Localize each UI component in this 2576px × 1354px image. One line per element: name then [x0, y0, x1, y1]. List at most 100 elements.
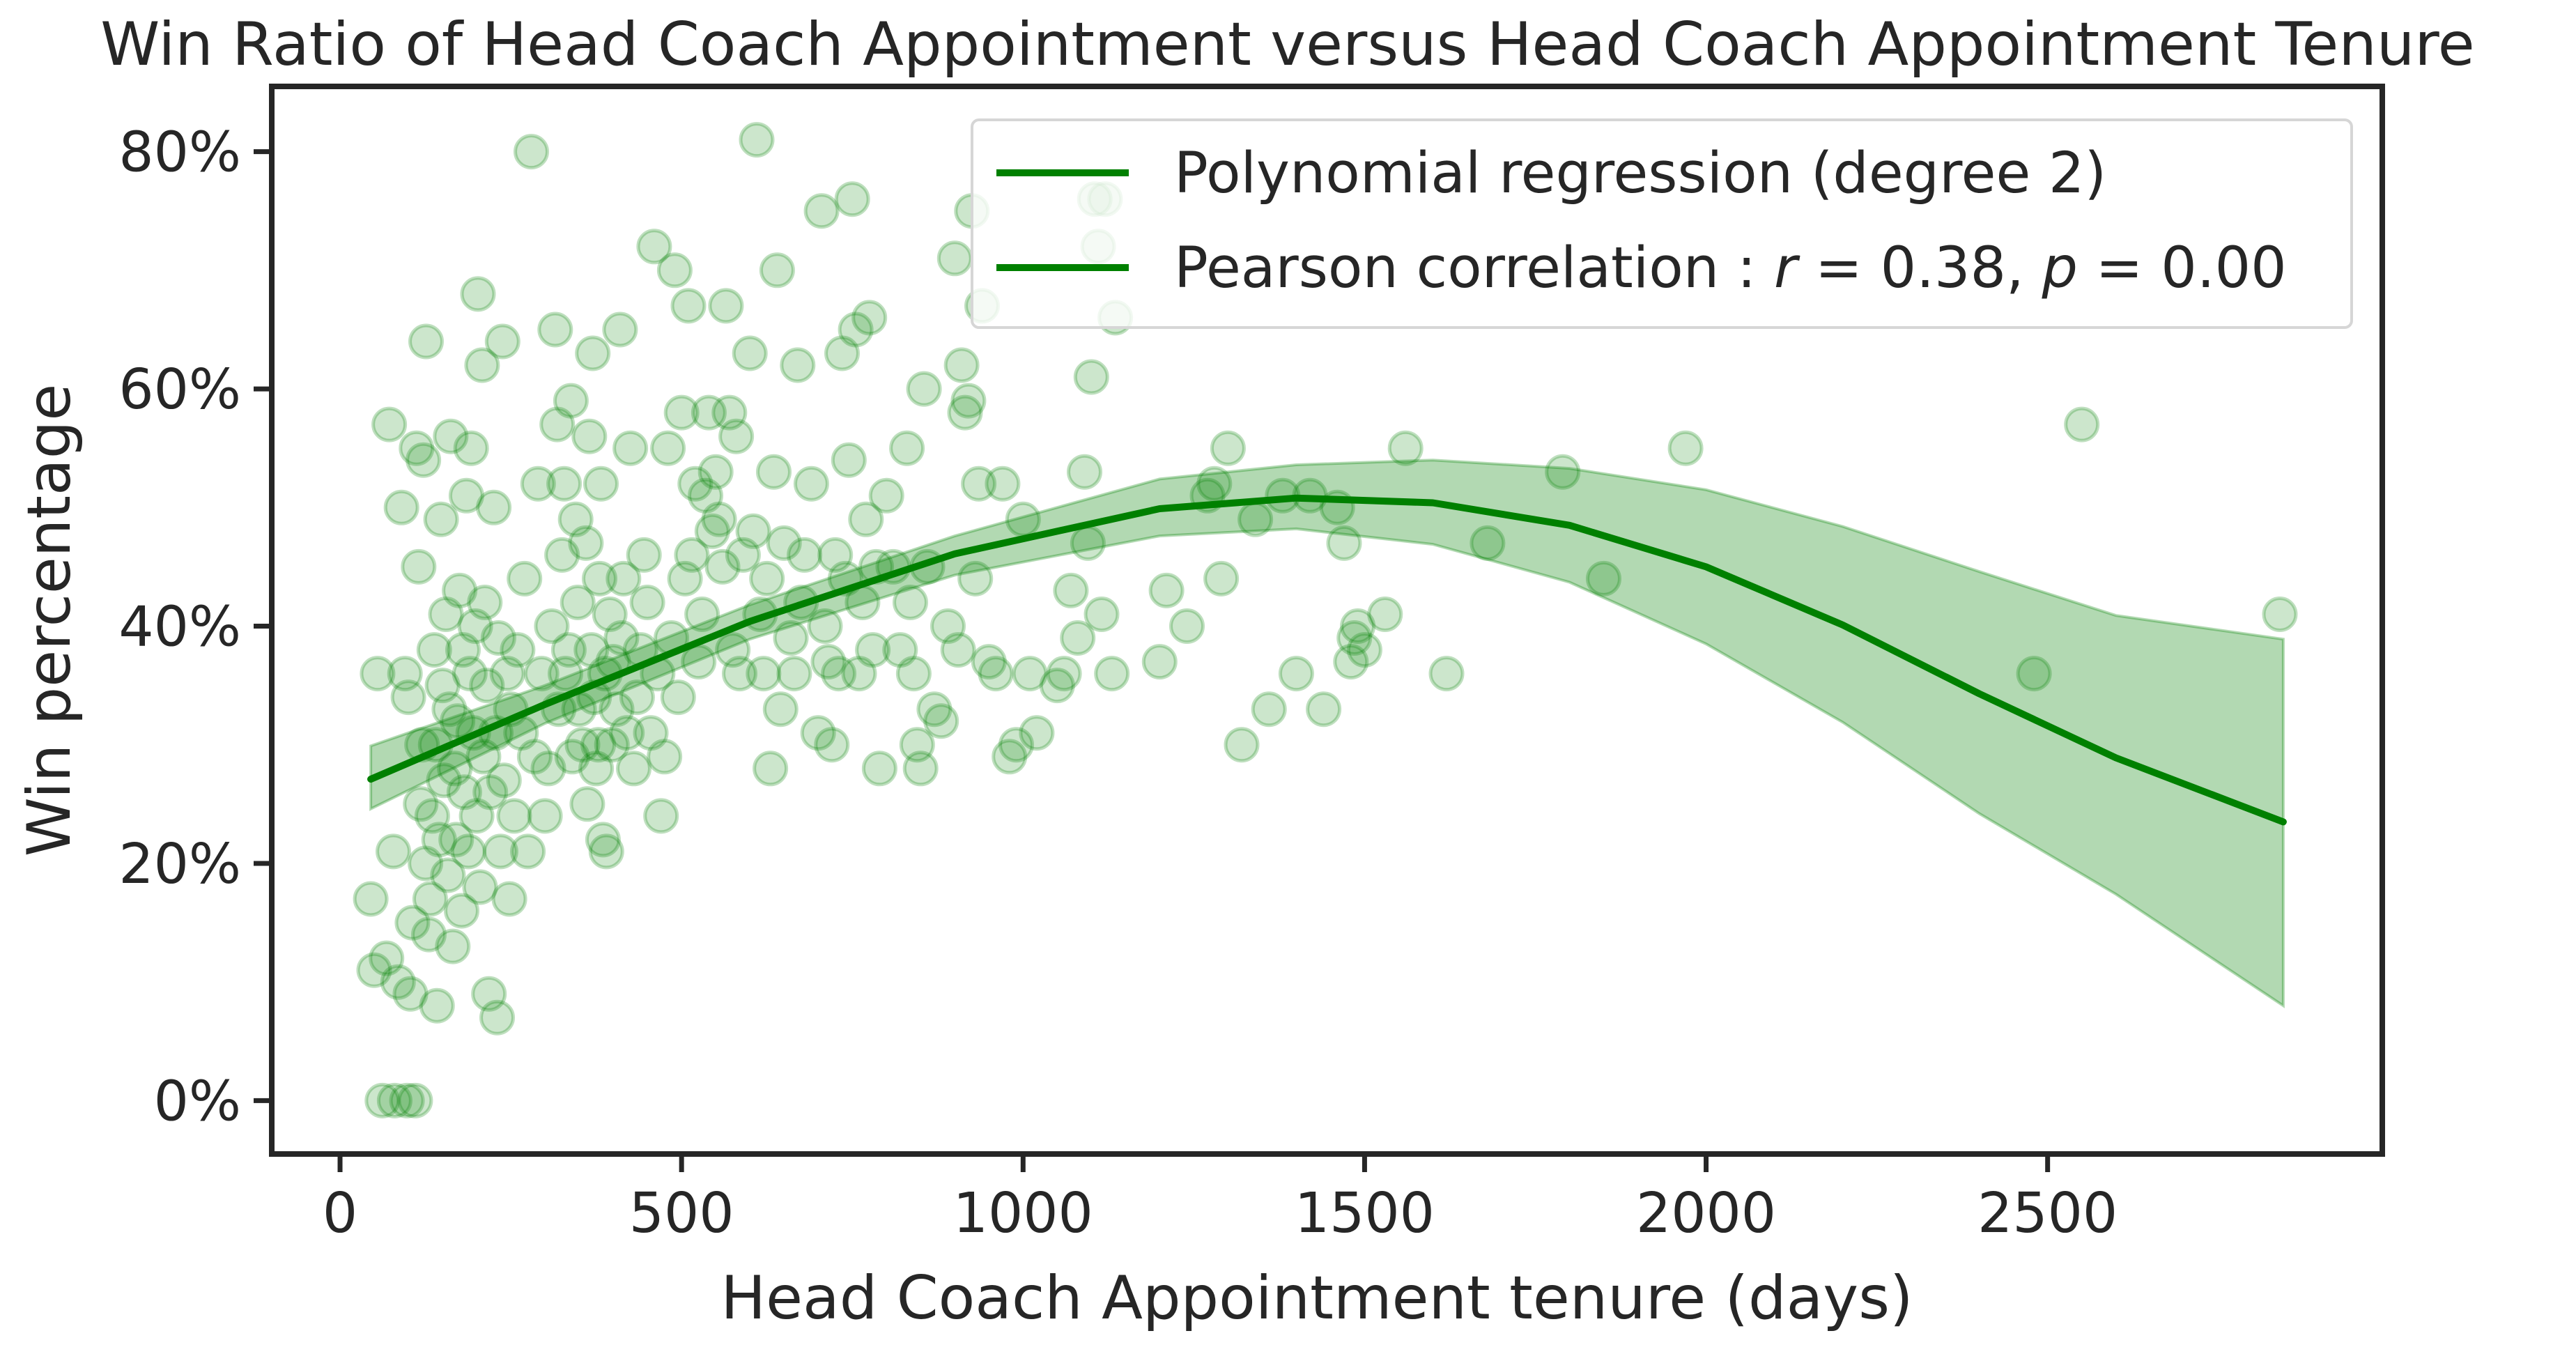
data-point — [895, 656, 932, 692]
data-point — [482, 833, 518, 870]
data-point — [831, 442, 867, 478]
data-point — [1306, 691, 1342, 728]
data-point — [592, 597, 628, 632]
data-point — [431, 691, 468, 728]
data-point — [486, 762, 522, 799]
data-point — [500, 632, 536, 668]
y-tick-label: 80% — [118, 121, 241, 185]
data-point — [568, 525, 604, 561]
data-point — [438, 822, 475, 858]
data-point — [619, 679, 655, 716]
data-point — [957, 560, 994, 597]
data-point — [851, 300, 888, 336]
plot-area — [353, 122, 2298, 1118]
data-point — [1141, 644, 1178, 680]
data-point — [773, 620, 809, 656]
y-tick-label: 60% — [118, 357, 241, 422]
data-point — [1083, 597, 1120, 632]
data-point — [930, 608, 966, 644]
data-point — [735, 513, 771, 549]
data-point — [906, 371, 942, 407]
x-tick-label: 500 — [629, 1181, 734, 1245]
data-point — [688, 477, 723, 514]
data-point — [496, 798, 532, 834]
x-tick-label: 1000 — [953, 1181, 1093, 1245]
data-point — [412, 881, 448, 917]
data-point — [1005, 501, 1041, 537]
data-point — [550, 632, 587, 668]
data-point — [834, 181, 870, 217]
data-point — [539, 406, 576, 443]
data-point — [633, 715, 669, 751]
data-point — [1340, 608, 1376, 644]
data-point — [780, 347, 816, 383]
data-point — [462, 869, 498, 905]
data-point — [663, 394, 700, 431]
data-point — [1251, 691, 1287, 728]
data-point — [612, 430, 649, 466]
data-point — [947, 394, 983, 431]
data-point — [1196, 466, 1233, 502]
data-point — [643, 798, 679, 834]
legend-p-value: = 0.00 — [2078, 236, 2287, 301]
data-point — [759, 252, 795, 289]
data-point — [1333, 644, 1369, 680]
data-point — [489, 656, 525, 692]
data-point — [893, 585, 928, 620]
x-tick-label: 2500 — [1977, 1181, 2118, 1245]
data-point — [553, 383, 589, 419]
legend-r-value: = 0.38, — [1797, 236, 2042, 301]
data-point — [606, 560, 642, 597]
data-point — [838, 311, 874, 348]
data-point — [978, 656, 1014, 692]
data-point — [776, 656, 812, 692]
data-point — [756, 454, 792, 490]
data-point — [453, 430, 489, 466]
data-point — [636, 229, 672, 265]
data-point — [1169, 608, 1205, 644]
data-point — [855, 632, 891, 668]
data-point — [1586, 560, 1621, 597]
data-point — [548, 656, 583, 692]
data-point — [992, 739, 1028, 775]
data-point — [1046, 656, 1082, 692]
data-point — [848, 501, 884, 537]
data-point — [465, 739, 502, 775]
data-point — [718, 418, 755, 454]
data-point — [537, 311, 573, 348]
y-tick-label: 40% — [118, 595, 241, 659]
data-point — [554, 739, 590, 775]
data-point — [479, 999, 515, 1036]
data-point — [762, 691, 799, 728]
data-point — [435, 928, 471, 964]
data-point — [961, 466, 997, 502]
data-point — [998, 727, 1034, 763]
data-point — [356, 952, 392, 988]
data-point — [460, 276, 496, 312]
data-point — [484, 323, 520, 360]
data-point — [943, 347, 980, 383]
data-point — [629, 585, 665, 620]
data-point — [450, 833, 486, 870]
data-point — [546, 466, 583, 502]
y-axis-ticks: 0% 20% 40% 60% 80% — [118, 121, 269, 1133]
data-point — [399, 430, 435, 466]
data-point — [452, 656, 488, 692]
data-point — [469, 668, 505, 704]
data-point — [691, 394, 727, 431]
data-point — [557, 501, 594, 537]
data-point — [1224, 727, 1260, 763]
data-point — [364, 1082, 401, 1118]
data-point — [575, 335, 611, 371]
legend-p-symbol: p — [2042, 236, 2078, 301]
scatter-points — [353, 122, 2298, 1118]
data-point — [684, 597, 720, 632]
data-point — [753, 751, 789, 787]
data-point — [569, 786, 606, 822]
data-point — [1148, 572, 1185, 608]
data-point — [1094, 656, 1130, 692]
data-point — [411, 916, 447, 953]
data-point — [732, 335, 768, 371]
data-point — [701, 501, 737, 537]
